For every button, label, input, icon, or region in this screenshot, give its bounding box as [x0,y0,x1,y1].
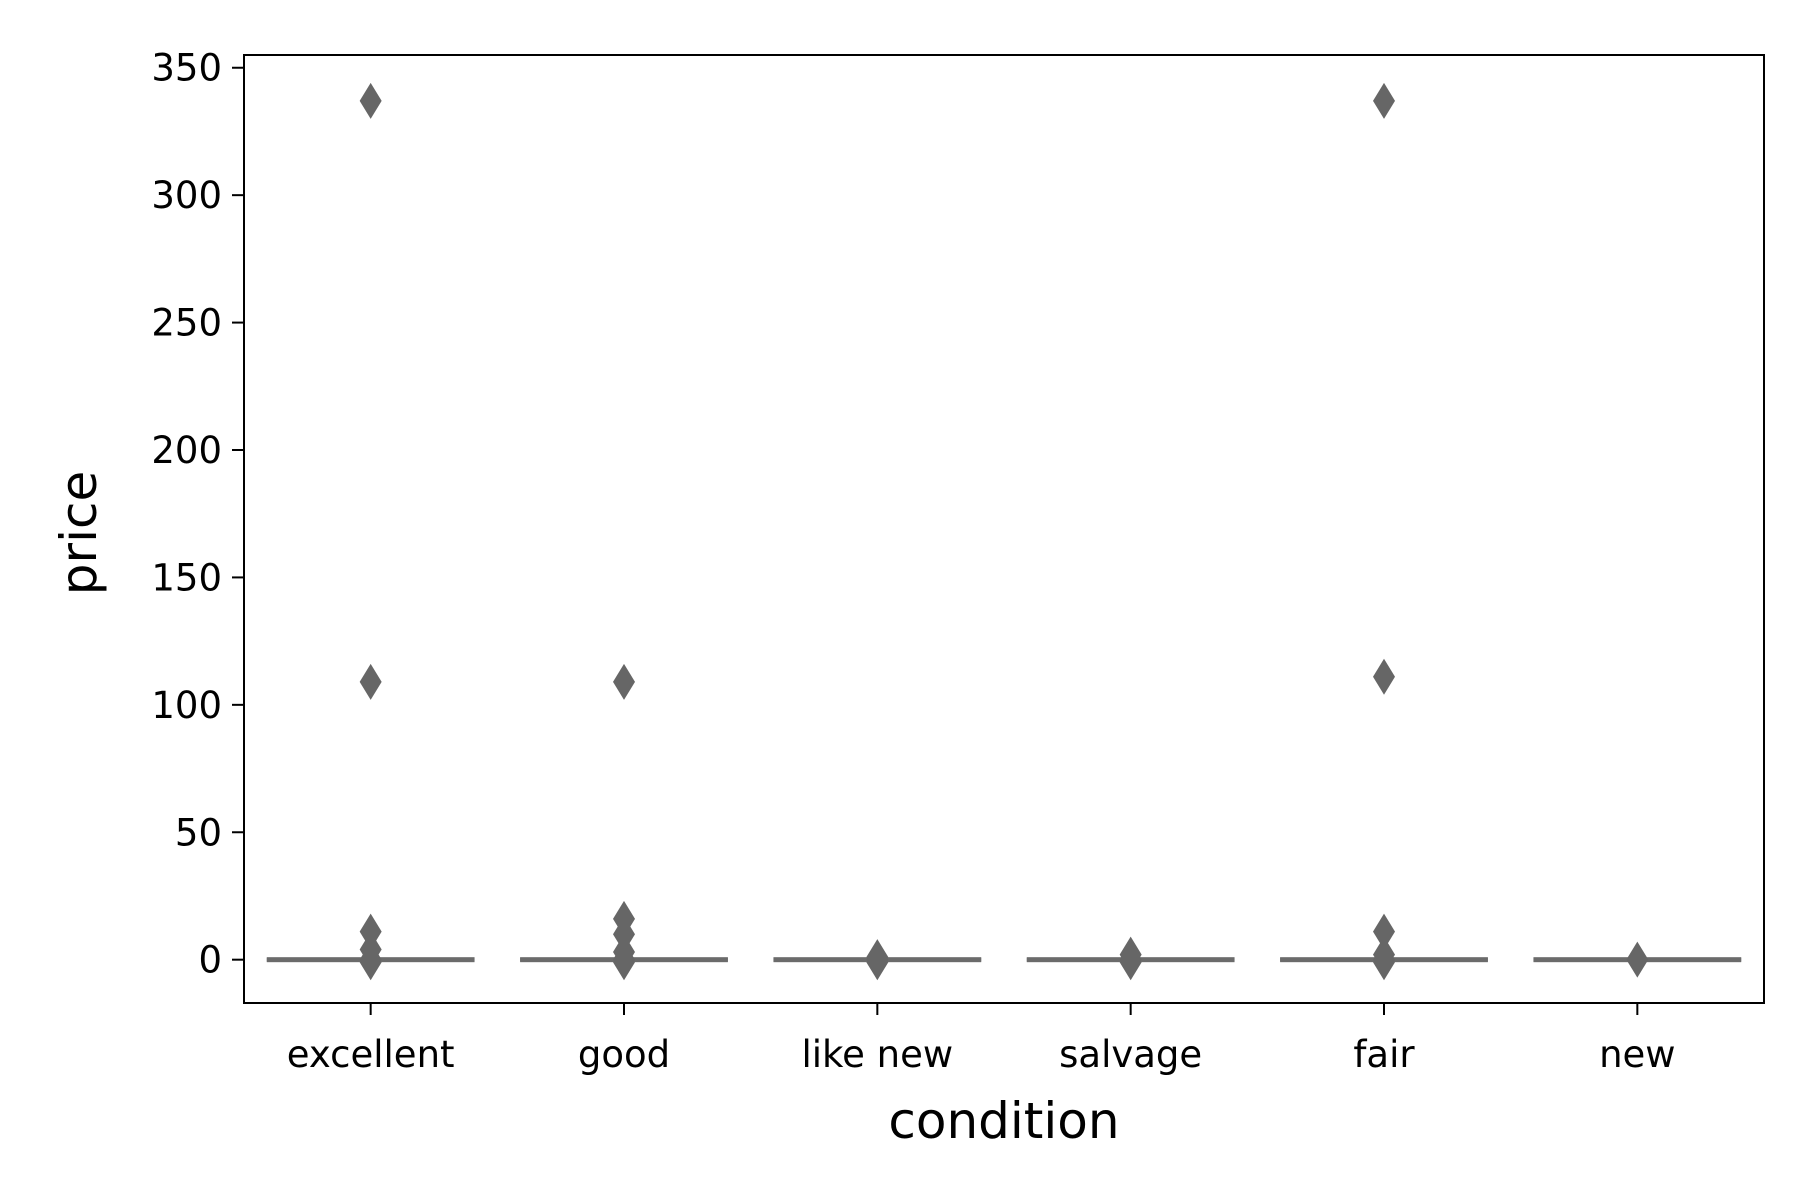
x-tick-label: fair [1353,1033,1415,1076]
outlier-point [866,944,889,981]
x-axis: excellent good like new salvage fair new [287,1003,1676,1076]
outlier-point [1626,941,1649,978]
outlier-point [1373,913,1395,950]
x-axis-title: condition [888,1092,1119,1150]
plot-area-frame [243,54,1765,1004]
outlier-point [359,82,382,119]
plot-marks [266,82,1742,981]
y-axis-title: price [50,471,108,595]
outlier-point [613,944,635,981]
x-tick-label: excellent [287,1033,455,1076]
y-tick-label: 150 [151,556,222,599]
outlier-point [1373,82,1395,119]
x-tick-label: like new [801,1033,953,1076]
x-tick-label: new [1599,1033,1675,1076]
y-tick-label: 200 [151,429,222,472]
outlier-point [359,944,382,981]
y-tick-label: 50 [175,811,222,854]
x-tick-label: good [578,1033,670,1076]
outlier-point [1119,944,1142,981]
outlier-point [1373,944,1395,981]
y-tick-label: 300 [151,174,222,217]
x-tick-label: salvage [1059,1033,1202,1076]
y-tick-label: 250 [151,302,222,345]
y-axis: 0 50 100 150 200 250 300 350 [151,47,244,982]
outlier-point [359,663,382,700]
y-tick-label: 0 [198,939,222,982]
y-tick-label: 100 [151,684,222,727]
outlier-point [613,663,635,700]
outlier-point [1373,658,1395,695]
y-tick-label: 350 [151,47,222,90]
